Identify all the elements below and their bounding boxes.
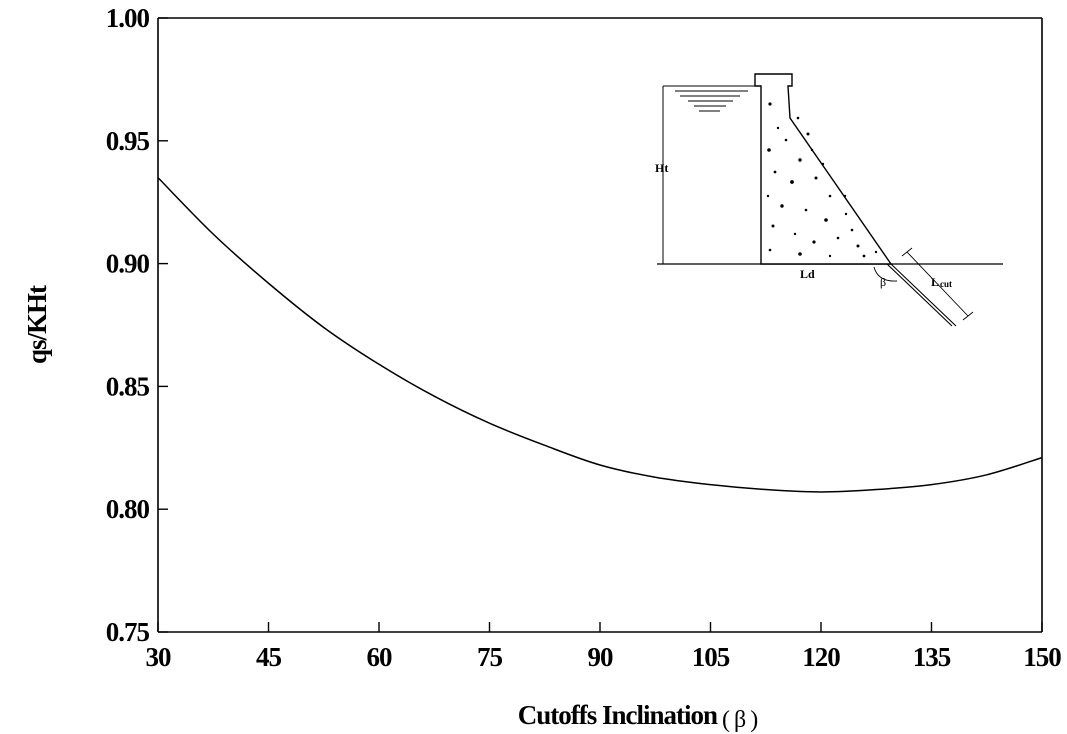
x-tick-label: 150 (1023, 642, 1061, 672)
plot-frame (157, 17, 1043, 633)
series-line (157, 177, 1043, 493)
x-tick-label: 30 (146, 642, 172, 672)
y-axis-title: qs/KHt (22, 285, 52, 364)
y-tick-label: 0.75 (106, 617, 150, 647)
x-axis-title-symbol: ( β ) (722, 707, 757, 733)
inset-label-lcut: L (931, 275, 939, 289)
inset-label-ld: Ld (800, 267, 815, 281)
series-layer (157, 177, 1043, 493)
inset-cutoff-dimension (906, 251, 969, 317)
inset-angle-arc (873, 266, 898, 282)
inset-cutoff-line-2 (890, 263, 957, 327)
y-tick-label: 1.00 (106, 3, 150, 33)
x-ticks: 30 45 60 75 90 105 120 135 150 (146, 622, 1062, 672)
y-tick-label: 0.90 (106, 249, 150, 279)
y-tick-label: 0.85 (106, 371, 150, 401)
y-ticks: 0.75 0.80 0.85 0.90 0.95 1.00 (106, 3, 168, 647)
x-tick-label: 90 (588, 642, 614, 672)
inset-water-symbol (675, 90, 748, 112)
inset-dam-body (754, 73, 893, 265)
inset-label-lcut-sub: cut (940, 279, 952, 289)
inset-cutoff-dim-tick-bottom (962, 311, 974, 321)
inset-label-ht: Ht (655, 161, 668, 175)
inset-diagram: Ht Ld β L cut (655, 73, 1003, 327)
inset-cutoff-dim-tick-top (901, 247, 913, 257)
x-tick-label: 45 (256, 642, 282, 672)
y-tick-label: 0.80 (106, 494, 150, 524)
x-tick-label: 135 (913, 642, 951, 672)
y-tick-label: 0.95 (106, 126, 150, 156)
x-tick-label: 120 (802, 642, 840, 672)
x-tick-label: 60 (367, 642, 393, 672)
inset-dam-speckle (766, 102, 878, 258)
x-tick-label: 105 (692, 642, 730, 672)
inset-label-beta: β (880, 275, 886, 289)
inset-cutoff-line-1 (886, 263, 953, 327)
x-axis-title: Cutoffs Inclination (518, 700, 718, 730)
x-tick-label: 75 (477, 642, 503, 672)
